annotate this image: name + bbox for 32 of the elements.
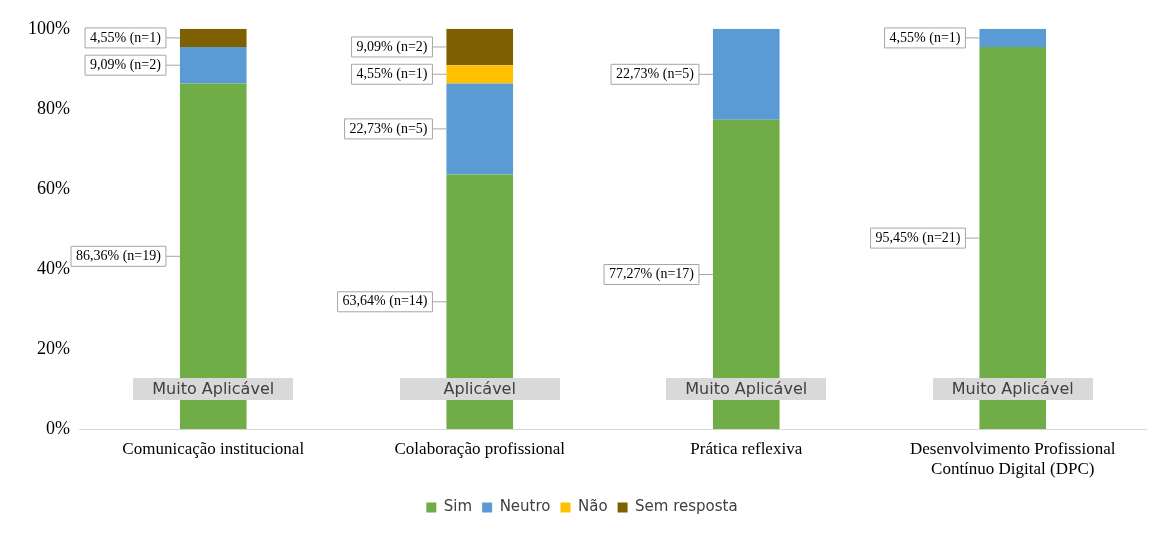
x-tick-label: Prática reflexiva xyxy=(690,438,803,458)
x-tick-label: Colaboração profissional xyxy=(394,438,566,458)
y-tick-label: 20% xyxy=(36,337,70,358)
y-tick-label: 100% xyxy=(27,17,70,38)
bar xyxy=(446,65,514,84)
y-tick-label: 60% xyxy=(36,177,70,198)
bar xyxy=(979,28,1047,48)
y-tick-label: 40% xyxy=(36,257,70,278)
y-tick-label: 0% xyxy=(45,417,70,438)
legend-label: Sim xyxy=(443,497,473,516)
bar xyxy=(446,28,514,66)
bar xyxy=(179,28,247,48)
data-label: 63,64% (n=14) xyxy=(342,293,428,310)
y-tick-label: 80% xyxy=(36,97,70,118)
bar xyxy=(446,83,514,175)
data-label: 9,09% (n=2) xyxy=(90,56,162,73)
legend-label: Não xyxy=(577,497,608,516)
data-label: 4,55% (n=1) xyxy=(356,65,428,82)
bar xyxy=(712,28,780,120)
bar xyxy=(179,47,247,84)
data-label: 86,36% (n=19) xyxy=(76,247,162,264)
data-label: 77,27% (n=17) xyxy=(609,266,695,283)
legend-label: Sem resposta xyxy=(635,497,738,516)
data-label: 95,45% (n=21) xyxy=(875,229,961,246)
data-label: 4,55% (n=1) xyxy=(889,29,961,46)
x-tick-label: Desenvolvimento Profissional Contínuo Digital (DPC) xyxy=(910,438,1116,479)
data-label: 22,73% (n=5) xyxy=(616,65,695,82)
data-label: 22,73% (n=5) xyxy=(349,120,428,137)
legend-label: Neutro xyxy=(499,497,551,516)
data-label: 9,09% (n=2) xyxy=(356,38,428,55)
data-label: 4,55% (n=1) xyxy=(90,29,162,46)
x-tick-label: Comunicação institucional xyxy=(122,438,305,458)
